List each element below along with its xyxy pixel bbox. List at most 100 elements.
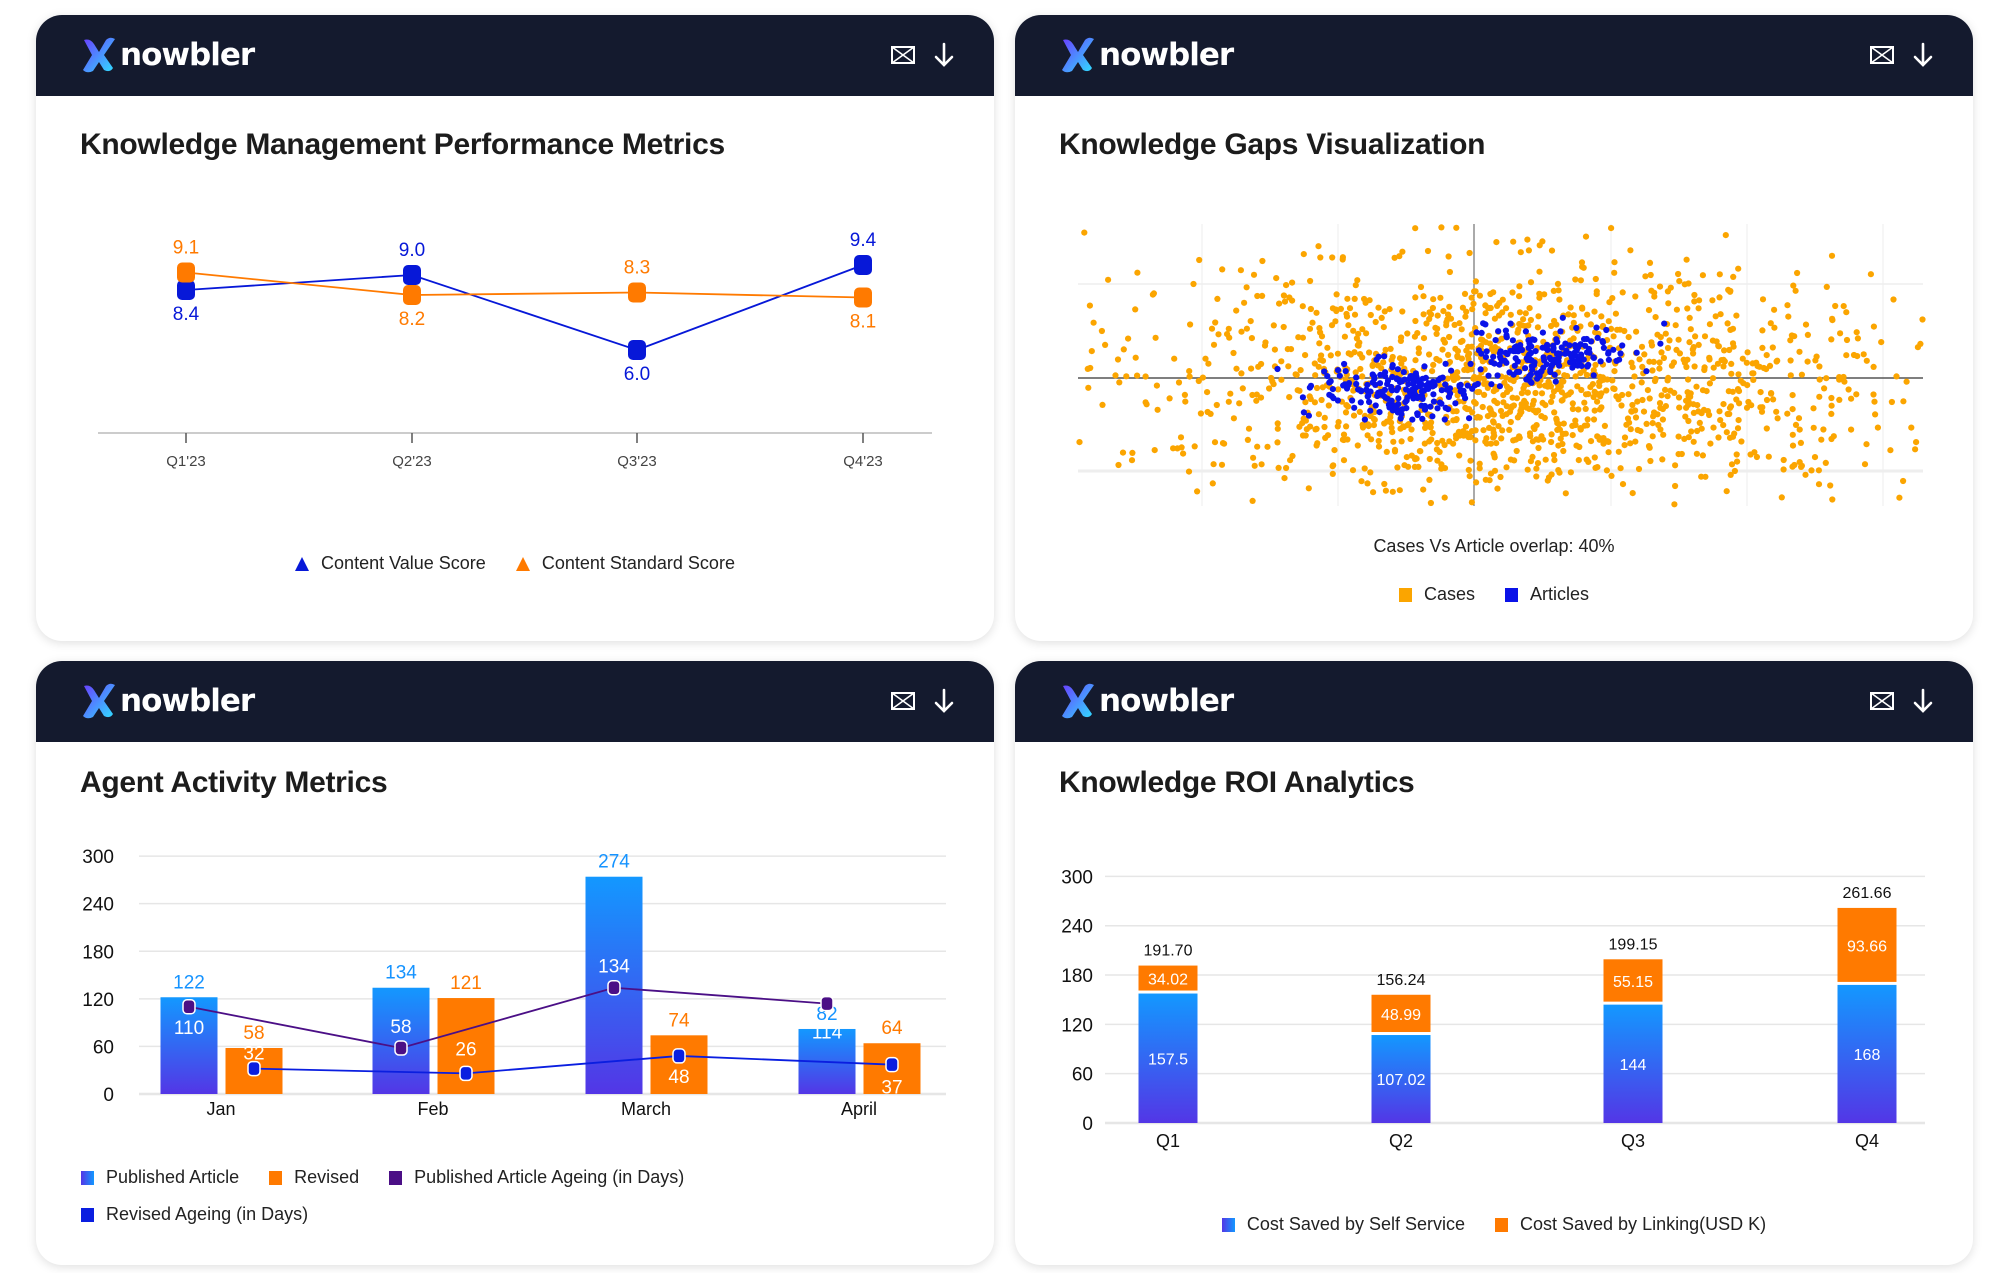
mail-icon[interactable] [889,687,917,715]
case-point [1845,386,1852,393]
case-point [1759,296,1767,303]
case-point [1292,371,1299,378]
article-point [1528,343,1535,350]
legend-item-revised-ageing[interactable]: Revised Ageing (in Days) [81,1204,308,1225]
y-tick-label: 180 [1061,966,1093,987]
case-point [1579,263,1586,270]
case-point [1119,449,1127,456]
case-point [1683,256,1690,263]
download-icon[interactable] [930,41,958,69]
case-point [1673,346,1680,353]
article-point [1372,381,1379,388]
case-point [1527,279,1535,286]
article-point [1419,415,1426,422]
download-icon[interactable] [1909,687,1937,715]
mail-icon[interactable] [1868,687,1896,715]
case-point [1362,299,1369,306]
case-point [1787,357,1794,364]
case-point [1548,247,1556,254]
legend-item-revised[interactable]: Revised [269,1167,359,1188]
case-point [1302,352,1309,359]
case-point [1469,306,1476,313]
legend-item-linking[interactable]: Cost Saved by Linking(USD K) [1495,1214,1766,1235]
case-point [1151,447,1158,454]
case-point [1727,326,1734,333]
article-point [1605,356,1612,363]
case-point [1438,224,1445,231]
case-point [1548,398,1555,405]
case-point [1685,434,1692,441]
case-point [1720,401,1727,408]
case-point [1262,339,1269,346]
case-point [1270,381,1277,388]
legend-item-content-value[interactable]: Content Value Score [295,553,486,574]
case-point [1701,364,1708,371]
legend-item-self-service[interactable]: Cost Saved by Self Service [1221,1214,1465,1235]
case-point [1774,415,1781,422]
case-point [1280,292,1287,299]
article-point [1619,342,1626,349]
case-point [1450,376,1458,384]
case-point [1238,370,1245,377]
article-point [1547,356,1554,363]
case-point [1710,364,1717,371]
download-icon[interactable] [930,687,958,715]
legend-item-published-ageing[interactable]: Published Article Ageing (in Days) [389,1167,684,1188]
case-point [1550,287,1557,294]
case-point [1870,391,1877,398]
case-point [1587,384,1594,391]
case-point [1507,418,1514,426]
legend-item-articles[interactable]: Articles [1505,584,1589,605]
case-point [1820,426,1827,433]
case-point [1342,409,1350,416]
case-point [1471,398,1478,405]
case-point [1322,434,1329,441]
x-tick-label: Q4 [1855,1131,1879,1151]
article-point [1326,391,1333,398]
mail-icon[interactable] [1868,41,1896,69]
case-point [1434,439,1441,447]
article-point [1385,401,1392,408]
case-point [1596,406,1604,413]
case-point [1309,319,1316,326]
article-point [1321,368,1328,375]
case-point [1253,397,1260,404]
case-point [1325,402,1332,409]
mail-icon[interactable] [889,41,917,69]
case-point [1699,387,1707,394]
legend-item-published[interactable]: Published Article [81,1167,239,1188]
article-point [1554,338,1561,346]
bar-self-service [1837,984,1897,1123]
case-point [1434,312,1441,319]
case-point [1710,424,1717,431]
case-point [1594,398,1601,405]
legend-item-content-standard[interactable]: Content Standard Score [515,553,735,574]
article-point [1603,326,1610,334]
case-point [1329,470,1336,477]
case-point [1380,324,1387,331]
download-icon[interactable] [1909,41,1937,69]
case-point [1503,305,1510,312]
case-point [1744,349,1751,356]
legend-item-cases[interactable]: Cases [1398,584,1475,605]
case-point [1214,295,1221,302]
case-point [1567,469,1574,476]
case-point [1472,288,1479,295]
case-point [1734,386,1742,393]
case-point [1230,349,1237,357]
article-point [1395,395,1402,402]
case-point [1351,295,1358,302]
case-point [1681,281,1688,288]
case-point [1328,322,1336,329]
case-point [1627,426,1634,433]
case-point [1850,351,1858,359]
article-point [1477,366,1484,373]
case-point [1482,476,1489,483]
case-point [1112,372,1119,379]
case-point [1802,321,1810,328]
case-point [1359,373,1366,380]
case-point [1433,330,1440,337]
case-point [1681,359,1688,366]
case-point [1497,473,1504,481]
case-point [1142,373,1149,380]
